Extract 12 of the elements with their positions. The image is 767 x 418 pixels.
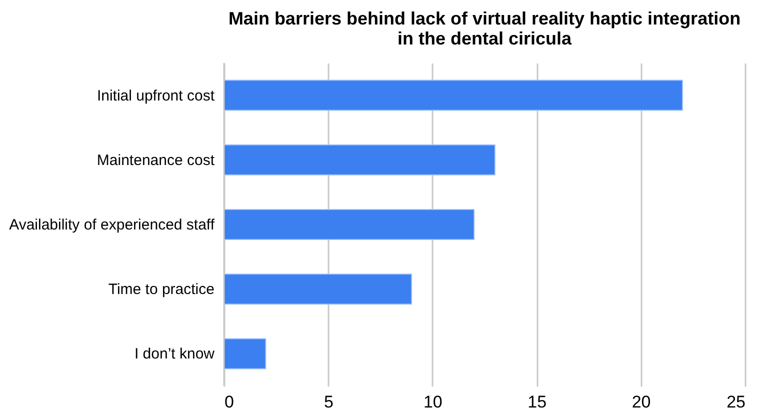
x-tick-label: 5 xyxy=(324,392,334,412)
x-tick-label: 0 xyxy=(224,392,234,412)
chart-title: Main barriers behind lack of virtual reality haptic integration in the dental ciricula xyxy=(228,8,741,48)
x-tick-label: 25 xyxy=(726,392,746,412)
y-tick-label: Initial upfront cost xyxy=(96,87,216,104)
x-tick-label: 15 xyxy=(528,392,547,412)
y-tick-label: I don’t know xyxy=(134,346,215,363)
y-tick-label: Time to practice xyxy=(108,281,214,298)
y-tick-label: Availability of experienced staff xyxy=(9,216,216,234)
x-tick-label: 20 xyxy=(632,392,651,412)
x-tick-label: 10 xyxy=(423,392,442,412)
y-tick-label: Maintenance cost xyxy=(96,152,216,169)
